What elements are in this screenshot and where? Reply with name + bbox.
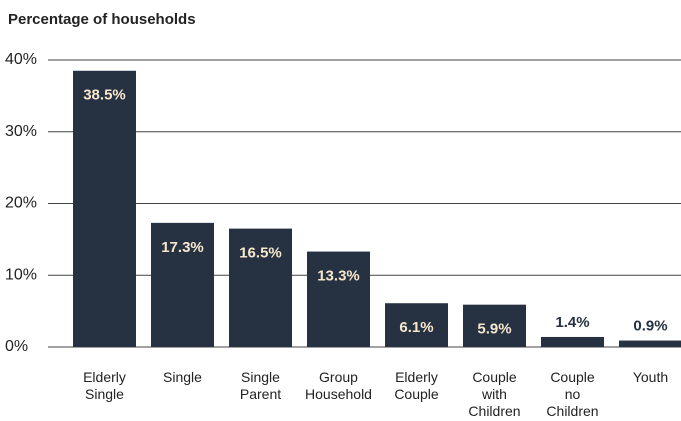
data-label: 16.5% <box>239 245 282 262</box>
bar <box>229 228 292 347</box>
data-label: 0.9% <box>633 318 667 335</box>
bar <box>619 340 681 347</box>
bar <box>73 70 136 347</box>
x-tick-label: Single Parent <box>239 369 282 402</box>
bar <box>385 303 448 347</box>
data-label: 6.1% <box>399 319 433 336</box>
y-tick-label: 30% <box>5 123 37 140</box>
x-tick-label: Youth <box>632 369 669 385</box>
chart-title: Percentage of households <box>8 11 196 28</box>
data-label: 17.3% <box>161 239 204 256</box>
bar <box>463 304 526 347</box>
x-tick-label: Elderly Couple <box>394 369 439 402</box>
y-tick-label: 10% <box>5 266 37 283</box>
bar <box>541 336 604 347</box>
x-tick-label: Couple with Children <box>468 369 521 419</box>
data-label: 1.4% <box>555 314 589 331</box>
y-tick-label: 0% <box>5 338 28 355</box>
x-tick-label: Single <box>163 369 202 385</box>
data-label: 13.3% <box>317 268 360 285</box>
y-tick-label: 40% <box>5 51 37 68</box>
data-label: 5.9% <box>477 321 511 338</box>
x-tick-label: Elderly Single <box>83 369 126 402</box>
x-tick-label: Couple no Children <box>546 369 599 419</box>
x-tick-label: Group Household <box>305 369 372 402</box>
bar <box>307 251 370 347</box>
bar <box>151 222 214 347</box>
y-tick-label: 20% <box>5 195 37 212</box>
data-label: 38.5% <box>83 87 126 104</box>
